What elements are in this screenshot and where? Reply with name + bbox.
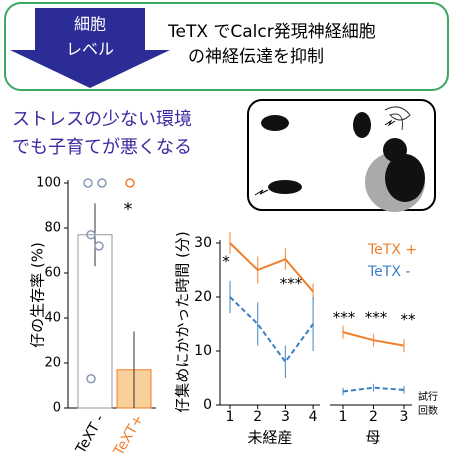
header-title: の神経伝達を抑制 (188, 47, 324, 67)
x-tick-label: TeXT+ (110, 412, 147, 458)
annotation: ** (401, 311, 417, 329)
x-tick-label: 1 (339, 409, 348, 425)
x-tick-label: TeXT - (72, 412, 107, 457)
x-tick-label: 1 (226, 409, 235, 425)
subtitle: ストレスの少ない環境 (12, 109, 192, 130)
y-tick-label: 10 (194, 343, 212, 359)
header-title: TeTX でCalcr発現神経細胞 (167, 22, 376, 42)
data-point (83, 178, 93, 188)
mouse-illustration (247, 99, 436, 212)
series-line (229, 242, 314, 293)
x-tick-label: 2 (253, 409, 262, 425)
annotation: *** (280, 275, 303, 293)
legend-entry: TeTX + (367, 242, 417, 258)
y-tick-label: 60 (44, 266, 61, 281)
legend-entry: TeTX - (367, 264, 410, 280)
data-point (86, 230, 96, 240)
annotation: * (124, 199, 133, 220)
y-tick-label: 40 (44, 311, 61, 326)
y-axis-label: 仔の生存率 (%) (29, 242, 47, 348)
y-tick-label: 0 (203, 397, 212, 413)
annotation: *** (333, 309, 356, 327)
x-tick-label: 3 (400, 409, 409, 425)
series-line (342, 386, 405, 393)
y-tick-label: 100 (36, 176, 61, 191)
y-tick-label: 0 (53, 401, 61, 416)
y-tick-label: 80 (44, 221, 61, 236)
y-axis-label: 仔集めにかかった時間 (分) (174, 231, 192, 412)
subtitle: でも子育てが悪くなる (12, 137, 192, 158)
data-point (125, 178, 135, 188)
annotation: * (222, 253, 230, 271)
x-tick-label: 2 (369, 409, 378, 425)
y-tick-label: 20 (194, 289, 212, 305)
badge-line: 細胞 (74, 15, 106, 34)
x-axis-label: 母 (365, 429, 380, 447)
x-tick-label: 4 (309, 409, 318, 425)
header-arrow (10, 8, 170, 88)
y-tick-label: 20 (44, 356, 61, 371)
data-point (97, 178, 107, 188)
data-point (86, 374, 96, 384)
y-tick-label: 30 (194, 235, 212, 251)
annotation: *** (365, 309, 388, 327)
x-note: 試行 (418, 390, 438, 403)
x-note: 回数 (418, 404, 438, 417)
x-tick-label: 3 (281, 409, 290, 425)
series-line (229, 296, 314, 364)
badge-line: レベル (66, 40, 114, 59)
x-axis-label: 未経産 (247, 429, 292, 447)
data-point (94, 241, 104, 251)
